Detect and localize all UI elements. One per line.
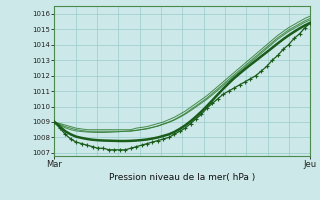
X-axis label: Pression niveau de la mer( hPa ): Pression niveau de la mer( hPa ) [109,173,256,182]
